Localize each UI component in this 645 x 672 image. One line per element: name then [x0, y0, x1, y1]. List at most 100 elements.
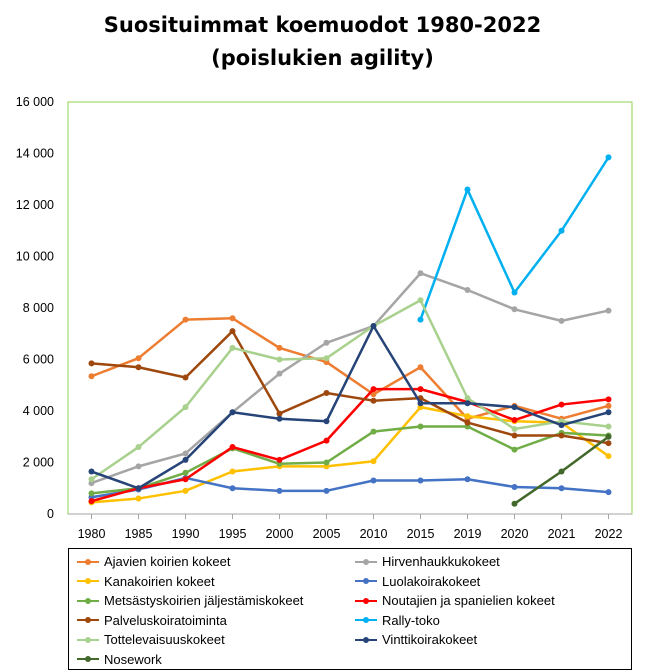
- data-point-luolakoirakokeet: [417, 477, 424, 484]
- series-line-hirvenhaukkukokeet: [90, 271, 610, 485]
- x-tick-label: 1980: [78, 527, 106, 541]
- data-point-noutajien-ja-spanielien-kokeet: [417, 386, 424, 393]
- y-tick-label: 14 000: [16, 147, 54, 161]
- chart-title-line2: (poislukien agility): [211, 46, 434, 70]
- data-point-noutajien-ja-spanielien-kokeet: [605, 396, 612, 403]
- data-point-noutajien-ja-spanielien-kokeet: [229, 444, 236, 451]
- data-point-noutajien-ja-spanielien-kokeet: [323, 437, 330, 444]
- data-point-hirvenhaukkukokeet: [417, 270, 424, 277]
- y-tick-label: 10 000: [16, 250, 54, 264]
- legend-item-kanakoirien-kokeet: Kanakoirien kokeet: [77, 572, 215, 591]
- data-point-mets-styskoirien-j-ljest-miskokeet: [370, 428, 377, 435]
- data-point-vinttikoirakokeet: [182, 456, 189, 463]
- series-line-vinttikoirakokeet: [90, 324, 610, 490]
- data-point-kanakoirien-kokeet: [605, 453, 612, 460]
- data-point-hirvenhaukkukokeet: [135, 463, 142, 470]
- data-point-palveluskoiratoiminta: [135, 364, 142, 371]
- data-point-palveluskoiratoiminta: [323, 389, 330, 396]
- legend-swatch: [355, 596, 377, 606]
- legend-label: Vinttikoirakokeet: [382, 632, 478, 647]
- data-point-tottelevaisuuskokeet: [88, 476, 95, 483]
- legend-swatch: [77, 615, 99, 625]
- data-point-vinttikoirakokeet: [276, 415, 283, 422]
- legend-swatch: [77, 635, 99, 645]
- data-point-kanakoirien-kokeet: [135, 495, 142, 502]
- data-point-nosework: [511, 500, 518, 507]
- data-point-kanakoirien-kokeet: [370, 458, 377, 465]
- x-tick-label: 2022: [595, 527, 623, 541]
- data-point-kanakoirien-kokeet: [182, 487, 189, 494]
- legend-label: Palveluskoiratoiminta: [104, 612, 227, 628]
- data-point-vinttikoirakokeet: [88, 468, 95, 475]
- y-tick-label: 12 000: [16, 198, 54, 212]
- data-point-ajavien-koirien-kokeet: [276, 344, 283, 351]
- y-tick-label: 4 000: [23, 404, 54, 418]
- data-point-ajavien-koirien-kokeet: [88, 373, 95, 380]
- data-point-mets-styskoirien-j-ljest-miskokeet: [511, 446, 518, 453]
- legend-label: Kanakoirien kokeet: [104, 573, 215, 589]
- data-point-noutajien-ja-spanielien-kokeet: [558, 401, 565, 408]
- data-point-ajavien-koirien-kokeet: [605, 402, 612, 409]
- y-tick-label: 8 000: [23, 301, 54, 315]
- data-point-tottelevaisuuskokeet: [182, 404, 189, 411]
- data-point-rally-toko: [511, 289, 518, 296]
- data-point-tottelevaisuuskokeet: [229, 344, 236, 351]
- data-point-ajavien-koirien-kokeet: [229, 315, 236, 322]
- legend-item-noutajien-ja-spanielien-kokeet: Noutajien ja spanielien kokeet: [355, 591, 555, 610]
- data-point-ajavien-koirien-kokeet: [135, 355, 142, 362]
- data-point-ajavien-koirien-kokeet: [370, 391, 377, 398]
- legend-swatch: [355, 635, 377, 645]
- legend-item-rally-toko: Rally-toko: [355, 611, 440, 630]
- data-point-vinttikoirakokeet: [558, 422, 565, 429]
- legend-item-tottelevaisuuskokeet: Tottelevaisuuskokeet: [77, 630, 225, 649]
- legend-swatch: [77, 576, 99, 586]
- y-tick-label: 16 000: [16, 95, 54, 109]
- chart-legend: Ajavien koirien kokeet Hirvenhaukkukokeet…: [68, 548, 632, 670]
- data-point-hirvenhaukkukokeet: [558, 317, 565, 324]
- y-tick-label: 0: [47, 507, 54, 521]
- data-point-vinttikoirakokeet: [370, 323, 377, 330]
- legend-item-luolakoirakokeet: Luolakoirakokeet: [355, 572, 480, 591]
- data-point-luolakoirakokeet: [605, 489, 612, 496]
- x-tick-label: 1995: [219, 527, 247, 541]
- data-point-palveluskoiratoiminta: [558, 432, 565, 439]
- data-point-luolakoirakokeet: [558, 485, 565, 492]
- data-point-noutajien-ja-spanielien-kokeet: [182, 476, 189, 483]
- legend-item-vinttikoirakokeet: Vinttikoirakokeet: [355, 630, 477, 649]
- data-point-hirvenhaukkukokeet: [182, 450, 189, 457]
- legend-swatch: [77, 557, 99, 567]
- data-point-mets-styskoirien-j-ljest-miskokeet: [88, 490, 95, 497]
- data-point-rally-toko: [464, 186, 471, 193]
- data-point-mets-styskoirien-j-ljest-miskokeet: [323, 459, 330, 466]
- data-point-nosework: [605, 433, 612, 440]
- data-point-luolakoirakokeet: [276, 487, 283, 494]
- y-tick-label: 6 000: [23, 353, 54, 367]
- x-tick-label: 2000: [266, 527, 294, 541]
- chart-title-line1: Suosituimmat koemuodot 1980-2022: [103, 13, 542, 37]
- data-point-hirvenhaukkukokeet: [323, 339, 330, 346]
- data-point-tottelevaisuuskokeet: [511, 426, 518, 433]
- legend-swatch: [77, 596, 99, 606]
- data-point-palveluskoiratoiminta: [511, 432, 518, 439]
- data-point-tottelevaisuuskokeet: [464, 395, 471, 402]
- data-point-palveluskoiratoiminta: [229, 328, 236, 335]
- x-tick-label: 2015: [407, 527, 435, 541]
- data-point-luolakoirakokeet: [229, 485, 236, 492]
- plot-area-border: [67, 101, 633, 515]
- data-point-tottelevaisuuskokeet: [135, 444, 142, 451]
- data-point-ajavien-koirien-kokeet: [182, 316, 189, 323]
- series-line-tottelevaisuuskokeet: [90, 299, 610, 481]
- data-point-rally-toko: [417, 316, 424, 323]
- legend-item-palveluskoiratoiminta: Palveluskoiratoiminta: [77, 611, 227, 630]
- legend-swatch: [355, 557, 377, 567]
- x-tick-label: 1990: [172, 527, 200, 541]
- legend-label: Rally-toko: [382, 612, 440, 628]
- x-tick-label: 2010: [360, 527, 388, 541]
- data-point-tottelevaisuuskokeet: [605, 423, 612, 430]
- data-point-hirvenhaukkukokeet: [511, 306, 518, 313]
- legend-label: Metsästyskoirien jäljestämiskokeet: [104, 593, 304, 608]
- data-point-tottelevaisuuskokeet: [323, 355, 330, 362]
- y-tick-label: 2 000: [23, 456, 54, 470]
- series-line-kanakoirien-kokeet: [90, 405, 610, 504]
- data-point-noutajien-ja-spanielien-kokeet: [276, 456, 283, 463]
